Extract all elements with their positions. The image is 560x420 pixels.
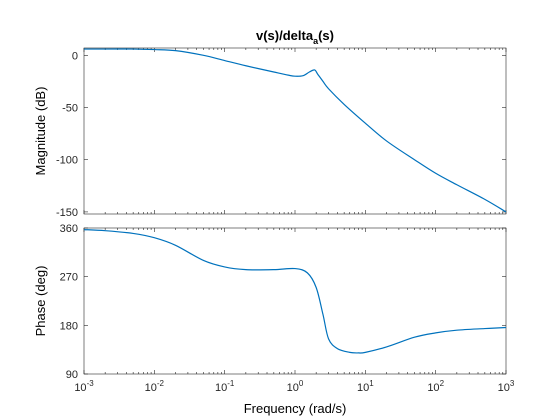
ytick-label: 0 [72,50,78,62]
magnitude-ylabel: Magnitude (dB) [33,87,48,176]
ytick-label: 270 [60,272,78,284]
ytick-label: 360 [60,223,78,235]
magnitude-series-line [84,48,507,213]
xtick-label: 10-3 [74,379,94,394]
magnitude-axes-box [83,47,507,215]
ytick-label: -100 [56,155,78,167]
ytick-label: -50 [62,103,78,115]
ytick-label: 90 [66,369,78,381]
xtick-label: 101 [357,379,374,394]
ytick-label: -150 [56,207,78,219]
magnitude-axes: 0 -50 -100 -150 Magnitude (dB) [33,47,507,219]
xtick-label: 100 [287,379,304,394]
xtick-label: 102 [427,379,444,394]
ytick-label: 180 [60,320,78,332]
xtick-label: 10-1 [215,379,235,394]
chart-title: v(s)/deltaa(s) [256,28,334,46]
phase-axes-box [83,227,507,375]
frequency-xlabel: Frequency (rad/s) [244,401,347,416]
xtick-label: 10-2 [145,379,165,394]
xtick-label: 103 [498,379,515,394]
phase-ylabel: Phase (deg) [33,266,48,337]
phase-series-line [83,229,507,354]
